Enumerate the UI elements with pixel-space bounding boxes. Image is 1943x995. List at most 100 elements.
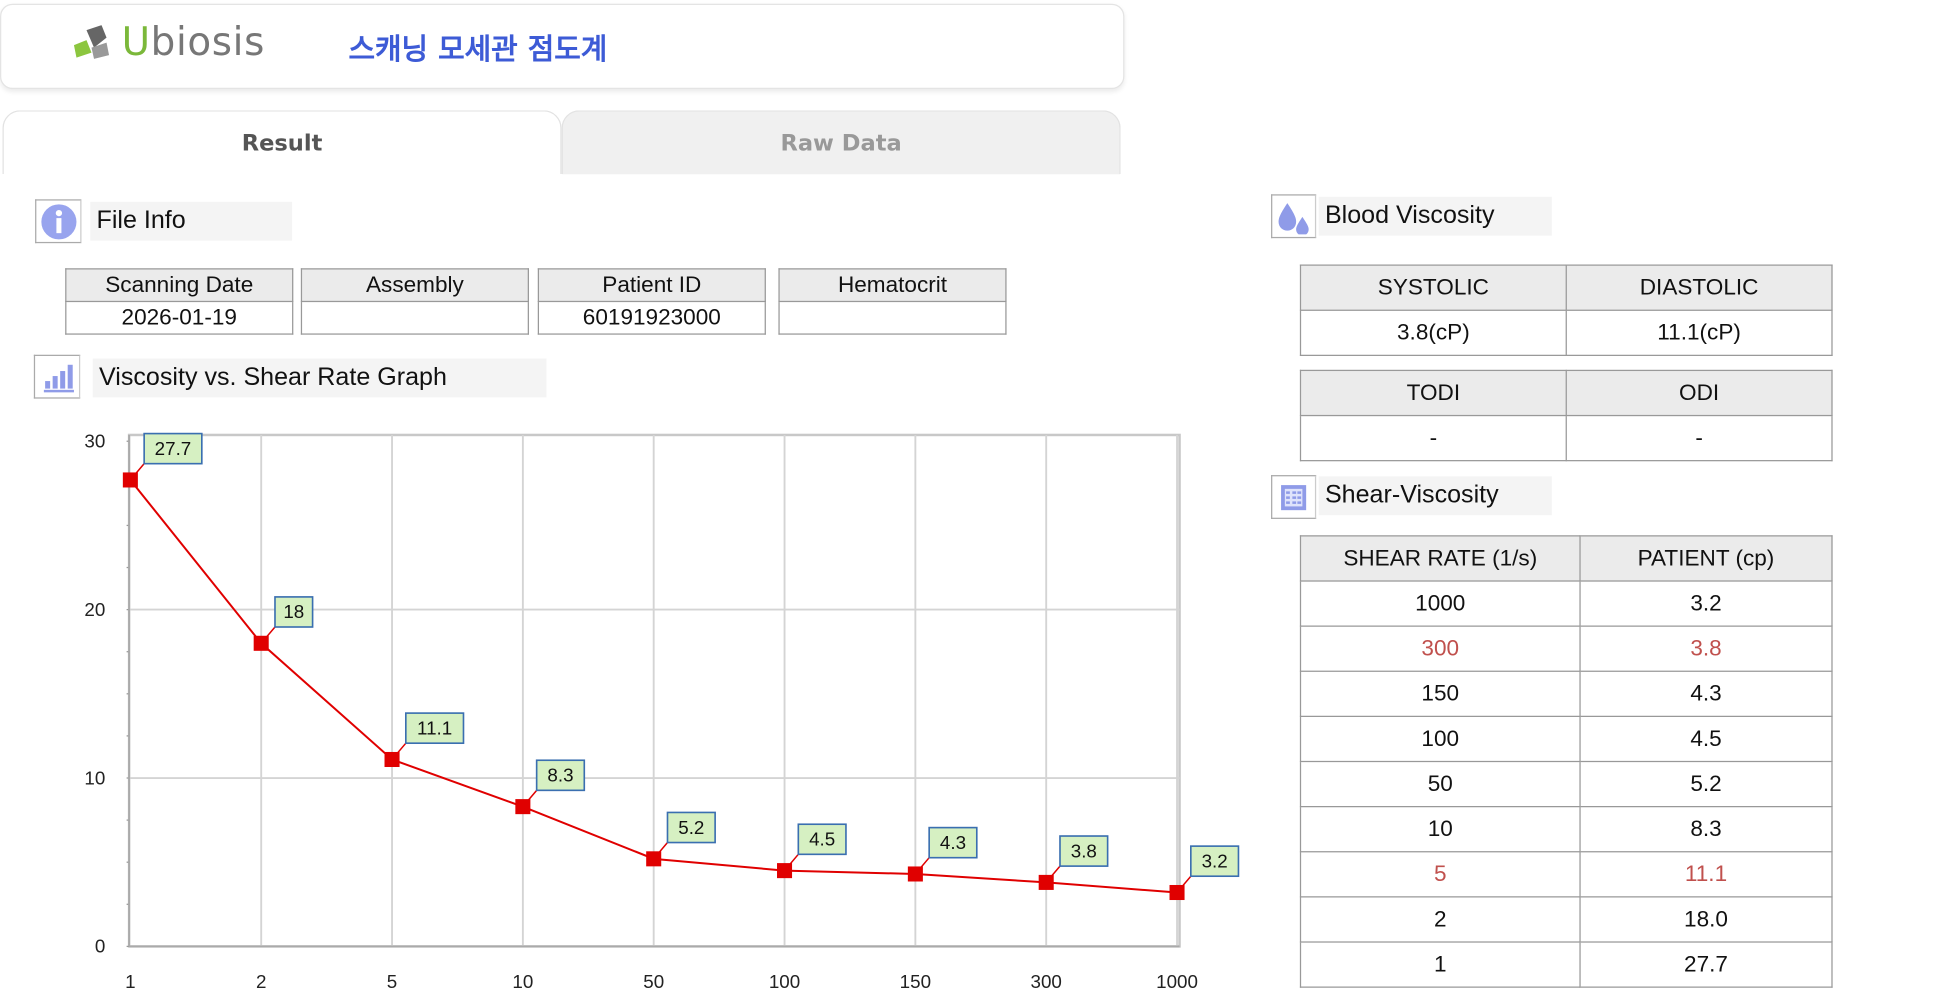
x-tick-label: 2 — [256, 971, 266, 992]
assembly-field: Assembly — [300, 268, 529, 335]
shear-rate-cell: 100 — [1299, 715, 1581, 763]
bar-chart-icon — [33, 354, 81, 399]
table-row: 5 11.1 — [1299, 851, 1833, 898]
x-tick-label: 1 — [125, 971, 135, 992]
patient-header: PATIENT (cp) — [1579, 535, 1833, 582]
field-value — [778, 300, 1007, 335]
shear-rate-cell: 5 — [1299, 851, 1581, 898]
x-tick-label: 50 — [643, 971, 664, 992]
y-tick-label: 0 — [95, 936, 105, 957]
data-label: 18 — [283, 601, 304, 622]
table-row: 100 4.5 — [1299, 715, 1833, 763]
patient-cell: 4.3 — [1579, 670, 1833, 718]
patient-cell: 5.2 — [1579, 760, 1833, 808]
info-icon — [35, 199, 82, 244]
data-label-box — [143, 432, 203, 465]
field-label: Hematocrit — [778, 268, 1007, 303]
data-label: 5.2 — [678, 817, 704, 838]
shear-rate-cell: 2 — [1299, 896, 1581, 943]
label-leader — [914, 857, 930, 875]
patient-cell: 18.0 — [1579, 896, 1833, 943]
data-label-box — [666, 811, 716, 844]
diastolic-value: 11.1(cP) — [1565, 309, 1833, 356]
calculator-icon — [1271, 475, 1317, 519]
file-info-title: File Info — [90, 201, 293, 241]
patient-cell: 11.1 — [1579, 851, 1833, 898]
label-leader — [653, 842, 669, 860]
field-value: 2026-01-19 — [65, 300, 294, 335]
table-row: 150 4.3 — [1299, 670, 1833, 718]
shear-viscosity-title: Shear-Viscosity — [1318, 476, 1552, 516]
y-tick-label: 20 — [84, 599, 105, 620]
patient-cell: 4.5 — [1579, 715, 1833, 763]
table-row: 1 27.7 — [1299, 941, 1833, 988]
shear-rate-cell: 1 — [1299, 941, 1581, 988]
patient-cell: 3.8 — [1579, 625, 1833, 672]
x-tick-label: 1000 — [1156, 971, 1198, 992]
blood-viscosity-table: SYSTOLIC DIASTOLIC 3.8(cP) 11.1(cP) — [1299, 264, 1833, 356]
tab-result[interactable]: Result — [2, 110, 562, 175]
data-label: 4.3 — [940, 832, 966, 853]
data-label-box — [535, 759, 586, 792]
label-leader — [522, 789, 538, 808]
shear-rate-cell: 1000 — [1299, 580, 1581, 627]
data-label: 8.3 — [547, 765, 573, 786]
app-title: 스캐닝 모세관 점도계 — [348, 33, 608, 67]
field-label: Assembly — [300, 268, 529, 303]
data-label-box — [797, 823, 847, 856]
table-row: 2 18.0 — [1299, 896, 1833, 943]
tab-raw-data[interactable]: Raw Data — [561, 110, 1121, 175]
table-row: 10 8.3 — [1299, 806, 1833, 853]
app-header — [0, 3, 1125, 89]
logo-mark-icon — [73, 25, 110, 59]
shear-rate-cell: 300 — [1299, 625, 1581, 672]
data-label-box — [1190, 845, 1240, 878]
patient-id-field: Patient ID 60191923000 — [537, 268, 766, 335]
label-leader — [1176, 875, 1192, 893]
systolic-value: 3.8(cP) — [1299, 309, 1567, 356]
data-label: 3.8 — [1071, 840, 1097, 861]
shear-rate-cell: 150 — [1299, 670, 1581, 718]
patient-cell: 3.2 — [1579, 580, 1833, 627]
field-value: 60191923000 — [537, 300, 766, 335]
graph-title: Viscosity vs. Shear Rate Graph — [92, 358, 547, 398]
label-leader — [260, 626, 276, 644]
y-tick-label: 30 — [84, 430, 105, 451]
logo-text: biosis — [150, 20, 265, 66]
systolic-header: SYSTOLIC — [1299, 264, 1567, 311]
odi-header: ODI — [1565, 369, 1833, 417]
x-tick-label: 300 — [1031, 971, 1062, 992]
data-label-box — [274, 596, 314, 628]
patient-cell: 8.3 — [1579, 806, 1833, 853]
droplets-icon — [1271, 194, 1317, 239]
diastolic-header: DIASTOLIC — [1565, 264, 1833, 311]
field-value — [300, 300, 529, 335]
field-label: Patient ID — [537, 268, 766, 303]
scanning-date-field: Scanning Date 2026-01-19 — [65, 268, 294, 335]
data-label: 3.2 — [1202, 850, 1228, 871]
label-leader — [391, 742, 407, 760]
table-row: 300 3.8 — [1299, 625, 1833, 672]
x-tick-label: 10 — [512, 971, 533, 992]
data-label: 4.5 — [809, 829, 835, 850]
table-row: 1000 3.2 — [1299, 580, 1833, 627]
todi-header: TODI — [1299, 369, 1567, 417]
odi-value: - — [1565, 414, 1833, 462]
data-label: 27.7 — [155, 438, 192, 459]
data-label-box — [1059, 835, 1109, 867]
todi-value: - — [1299, 414, 1567, 462]
todi-odi-table: TODI ODI -- — [1299, 369, 1833, 462]
x-tick-label: 150 — [900, 971, 931, 992]
data-label-box — [928, 826, 978, 859]
patient-cell: 27.7 — [1579, 941, 1833, 988]
blood-viscosity-title: Blood Viscosity — [1318, 196, 1552, 236]
shear-viscosity-table: SHEAR RATE (1/s) PATIENT (cp) 1000 3.2 300 3… — [1299, 535, 1833, 988]
x-tick-label: 100 — [769, 971, 800, 992]
data-label-box — [405, 712, 465, 745]
shear-rate-cell: 50 — [1299, 760, 1581, 808]
viscosity-chart: 1 2 5 10 50 100 150 300 1000 0 10 20 30 27.7 18 11.1 8.3… — [84, 430, 1240, 992]
y-tick-label: 10 — [84, 767, 105, 788]
label-leader — [783, 853, 799, 872]
